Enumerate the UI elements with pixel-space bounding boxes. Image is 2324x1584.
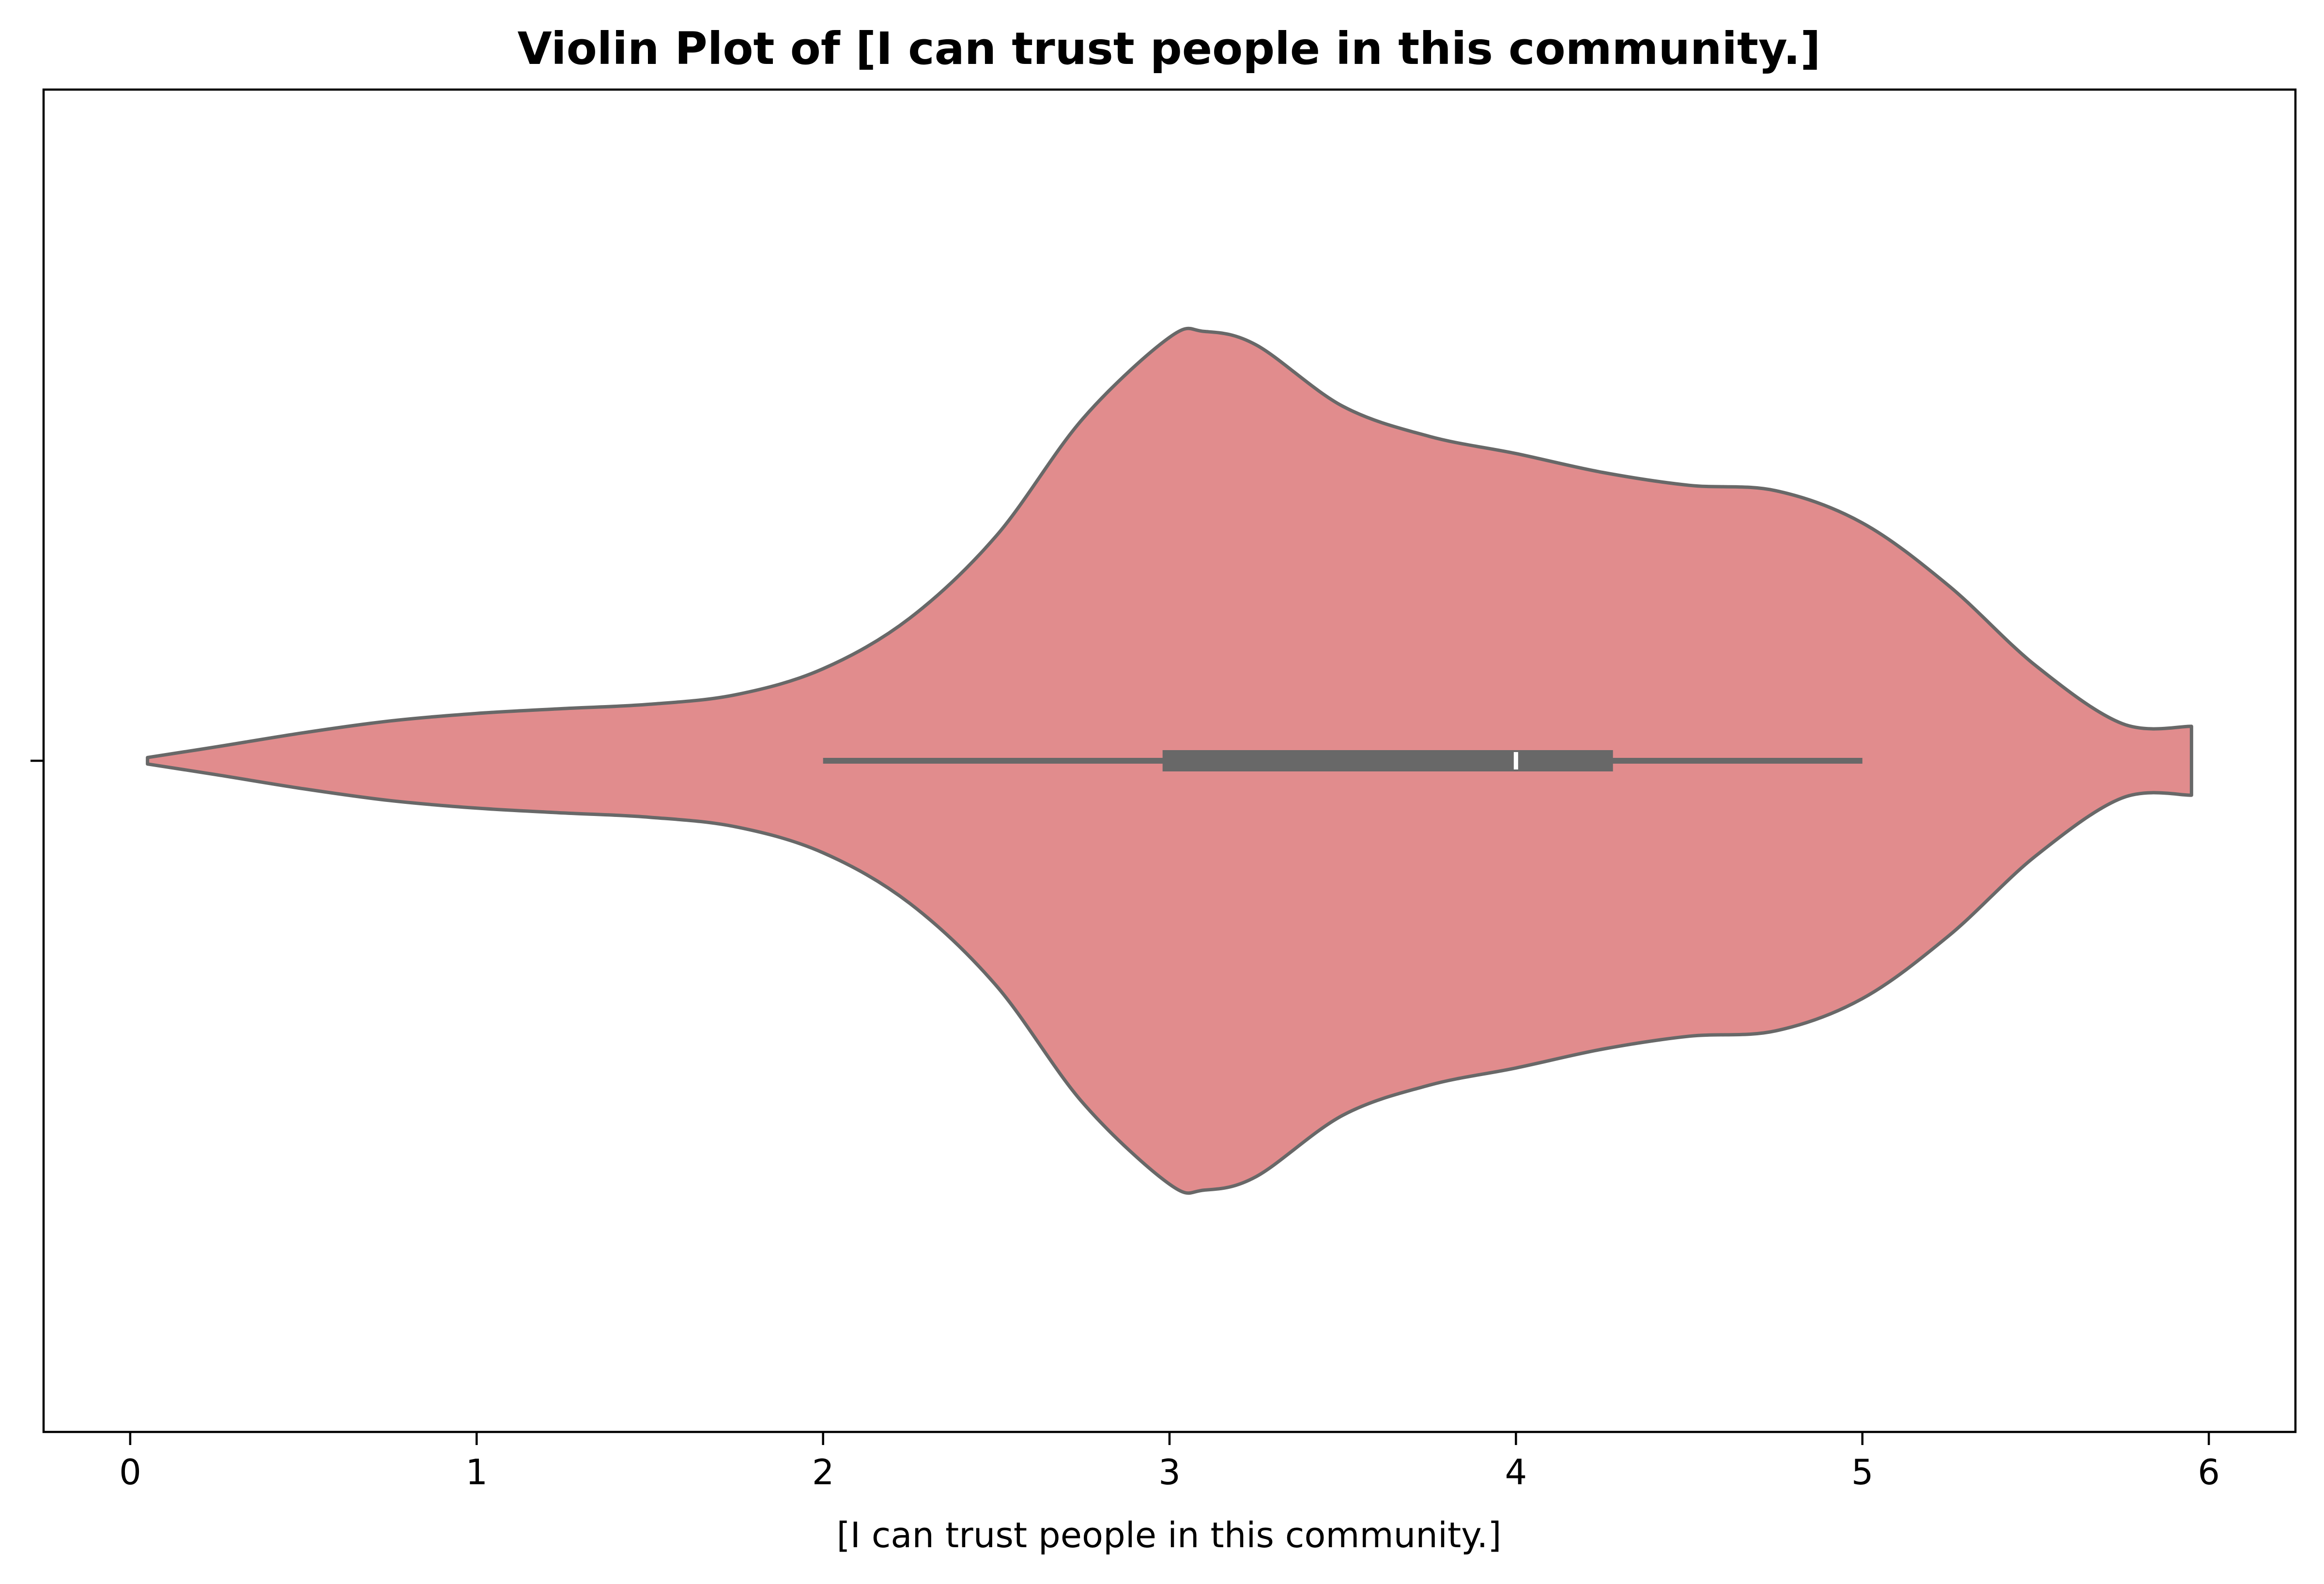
chart-title: Violin Plot of [I can trust people in th… bbox=[517, 23, 1820, 75]
plot-area bbox=[146, 326, 2193, 1195]
x-tick-label: 5 bbox=[1851, 1452, 1874, 1492]
x-axis-label: [I can trust people in this community.] bbox=[837, 1515, 1502, 1555]
x-axis-ticks: 0 1 2 3 4 5 6 bbox=[119, 1432, 2220, 1492]
x-tick-label: 0 bbox=[119, 1452, 141, 1492]
x-tick-label: 1 bbox=[465, 1452, 488, 1492]
x-tick-label: 3 bbox=[1158, 1452, 1181, 1492]
x-tick-label: 4 bbox=[1505, 1452, 1527, 1492]
x-tick-label: 2 bbox=[812, 1452, 834, 1492]
x-tick-label: 6 bbox=[2198, 1452, 2220, 1492]
iqr-box bbox=[1162, 750, 1613, 771]
